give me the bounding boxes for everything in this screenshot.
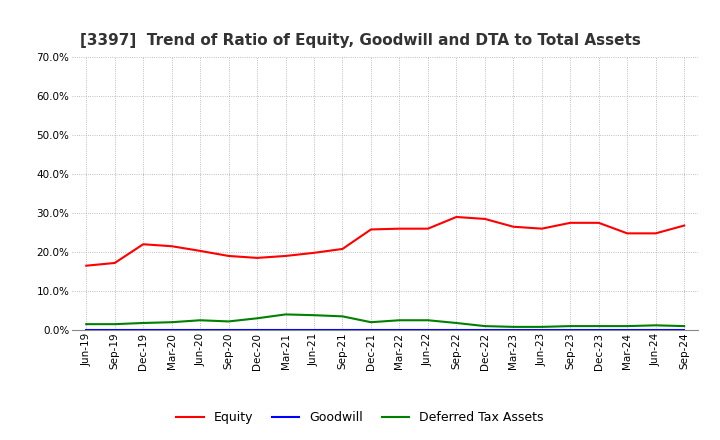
Equity (480, 216, 489, 222)
Deferred Tax Assets (338, 314, 347, 319)
Goodwill (253, 327, 261, 333)
Deferred Tax Assets (253, 315, 261, 321)
Equity (139, 242, 148, 247)
Goodwill (338, 327, 347, 333)
Goodwill (680, 327, 688, 333)
Goodwill (480, 327, 489, 333)
Equity (680, 223, 688, 228)
Goodwill (652, 327, 660, 333)
Equity (366, 227, 375, 232)
Deferred Tax Assets (509, 324, 518, 330)
Line: Equity: Equity (86, 217, 684, 266)
Goodwill (537, 327, 546, 333)
Equity (253, 255, 261, 260)
Equity (395, 226, 404, 231)
Text: [3397]  Trend of Ratio of Equity, Goodwill and DTA to Total Assets: [3397] Trend of Ratio of Equity, Goodwil… (80, 33, 640, 48)
Equity (225, 253, 233, 259)
Equity (310, 250, 318, 256)
Deferred Tax Assets (623, 323, 631, 329)
Equity (652, 231, 660, 236)
Goodwill (566, 327, 575, 333)
Equity (110, 260, 119, 266)
Deferred Tax Assets (110, 322, 119, 327)
Goodwill (366, 327, 375, 333)
Goodwill (282, 327, 290, 333)
Deferred Tax Assets (395, 318, 404, 323)
Goodwill (509, 327, 518, 333)
Equity (82, 263, 91, 268)
Equity (452, 214, 461, 220)
Goodwill (623, 327, 631, 333)
Equity (423, 226, 432, 231)
Goodwill (395, 327, 404, 333)
Equity (196, 248, 204, 253)
Goodwill (423, 327, 432, 333)
Equity (509, 224, 518, 229)
Deferred Tax Assets (537, 324, 546, 330)
Equity (338, 246, 347, 252)
Goodwill (595, 327, 603, 333)
Equity (282, 253, 290, 259)
Deferred Tax Assets (680, 323, 688, 329)
Deferred Tax Assets (652, 323, 660, 328)
Deferred Tax Assets (480, 323, 489, 329)
Goodwill (225, 327, 233, 333)
Deferred Tax Assets (225, 319, 233, 324)
Goodwill (196, 327, 204, 333)
Equity (595, 220, 603, 225)
Equity (537, 226, 546, 231)
Deferred Tax Assets (423, 318, 432, 323)
Goodwill (139, 327, 148, 333)
Deferred Tax Assets (282, 312, 290, 317)
Line: Deferred Tax Assets: Deferred Tax Assets (86, 315, 684, 327)
Deferred Tax Assets (82, 322, 91, 327)
Goodwill (310, 327, 318, 333)
Equity (623, 231, 631, 236)
Deferred Tax Assets (366, 319, 375, 325)
Legend: Equity, Goodwill, Deferred Tax Assets: Equity, Goodwill, Deferred Tax Assets (171, 407, 549, 429)
Deferred Tax Assets (310, 312, 318, 318)
Goodwill (82, 327, 91, 333)
Deferred Tax Assets (167, 319, 176, 325)
Deferred Tax Assets (139, 320, 148, 326)
Equity (566, 220, 575, 225)
Deferred Tax Assets (452, 320, 461, 326)
Goodwill (167, 327, 176, 333)
Deferred Tax Assets (595, 323, 603, 329)
Equity (167, 244, 176, 249)
Goodwill (452, 327, 461, 333)
Deferred Tax Assets (196, 318, 204, 323)
Deferred Tax Assets (566, 323, 575, 329)
Goodwill (110, 327, 119, 333)
